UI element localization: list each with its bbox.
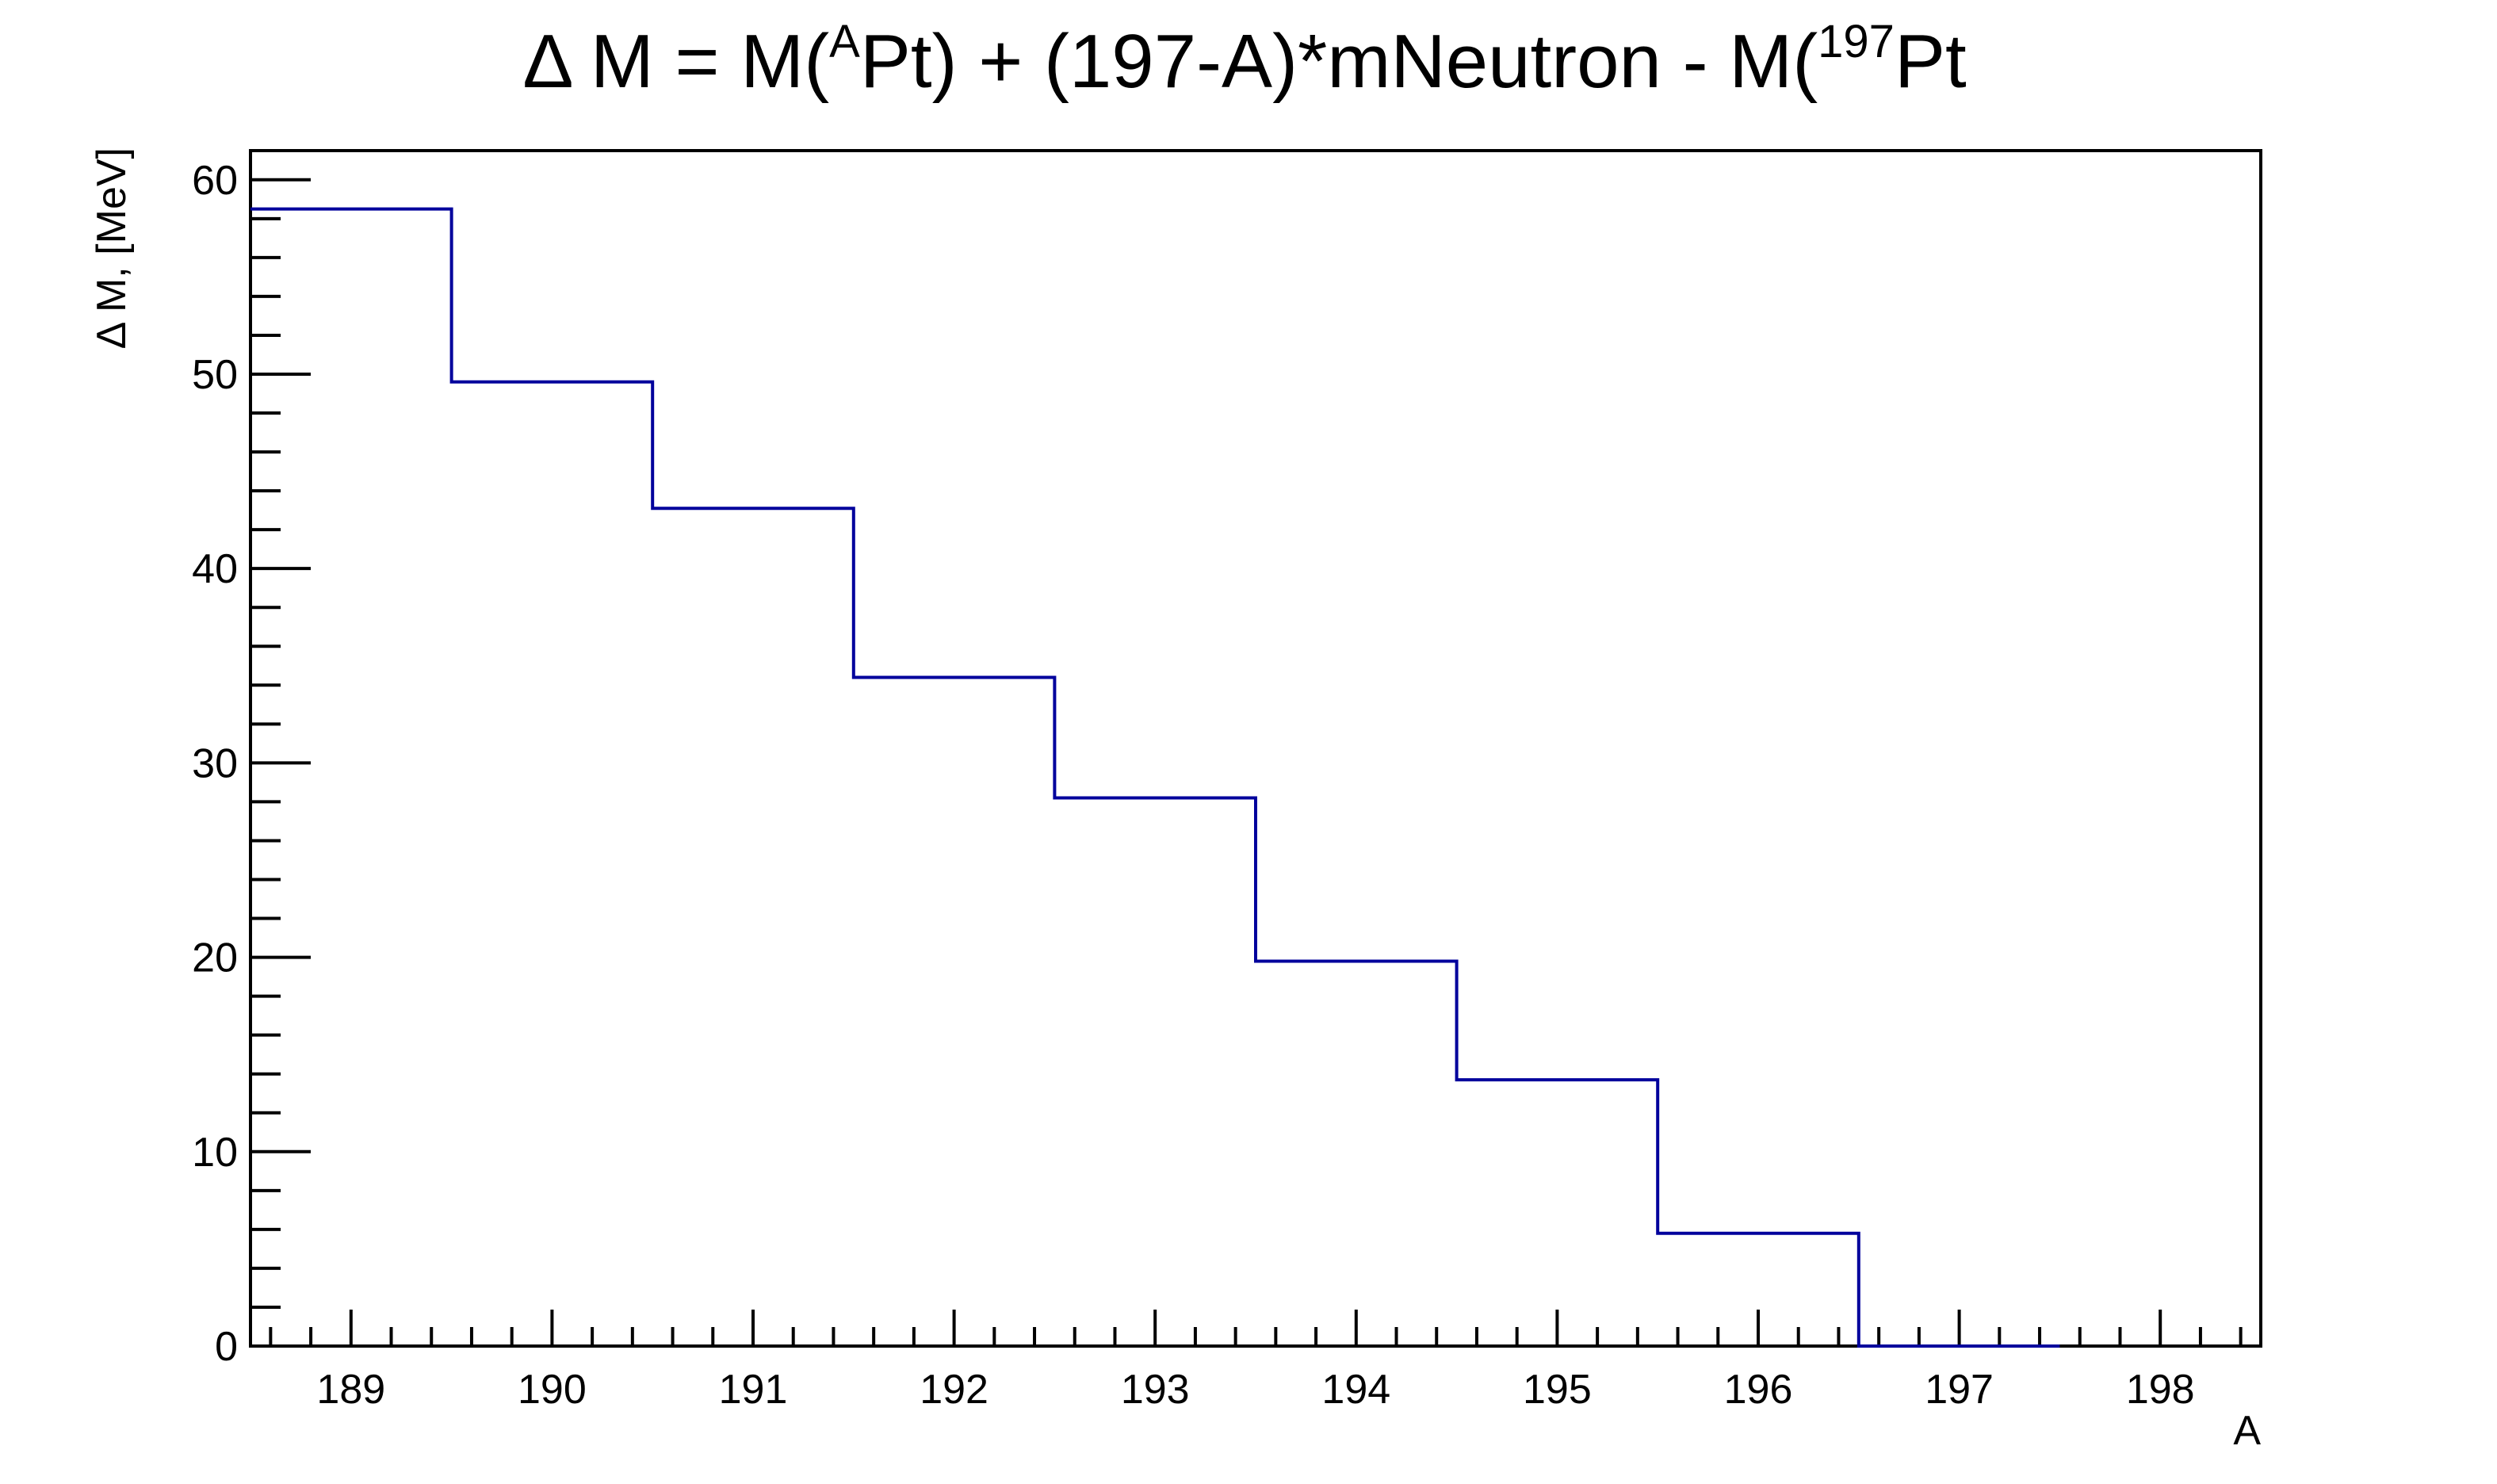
y-tick-label: 50 [192, 352, 238, 398]
x-tick-label: 193 [1121, 1367, 1190, 1413]
x-tick-label: 195 [1523, 1367, 1592, 1413]
title-superscript-197: 197 [1818, 16, 1895, 67]
x-axis-tick-labels: 189 190 191 192 193 194 195 196 197 198 [316, 1367, 2194, 1413]
x-tick-label: 189 [316, 1367, 385, 1413]
chart-title: Δ M = M(APt) + (197-A)*mNeutron - M(197P… [522, 16, 1966, 104]
y-tick-label: 20 [192, 935, 238, 981]
y-axis-ticks [250, 178, 311, 1348]
title-delta: Δ [522, 19, 572, 104]
histogram-series [250, 207, 2060, 1348]
plot-frame [249, 149, 2262, 1348]
y-tick-label: 0 [215, 1324, 238, 1370]
y-tick-label: 40 [192, 546, 238, 592]
x-tick-label: 191 [719, 1367, 788, 1413]
x-tick-label: 196 [1724, 1367, 1793, 1413]
x-tick-label: 194 [1321, 1367, 1390, 1413]
x-tick-label: 197 [1925, 1367, 1994, 1413]
x-axis-ticks [269, 1310, 2243, 1346]
y-tick-label: 10 [192, 1130, 238, 1176]
title-superscript-a: A [829, 16, 860, 67]
x-tick-label: 198 [2126, 1367, 2195, 1413]
x-tick-label: 192 [920, 1367, 988, 1413]
title-part1: M = M( [569, 19, 829, 104]
x-axis-label: A [2233, 1408, 2261, 1454]
y-tick-label: 60 [192, 158, 238, 204]
y-tick-label: 30 [192, 740, 238, 786]
title-part2: Pt) + (197-A)*mNeutron - M( [860, 19, 1818, 104]
y-axis-tick-labels: 0 10 20 30 40 50 60 [192, 158, 238, 1370]
y-axis-label: Δ M, [MeV] [89, 147, 135, 349]
x-tick-label: 190 [518, 1367, 587, 1413]
histogram-step-line [250, 207, 2060, 1348]
title-part3: Pt [1895, 19, 1967, 104]
